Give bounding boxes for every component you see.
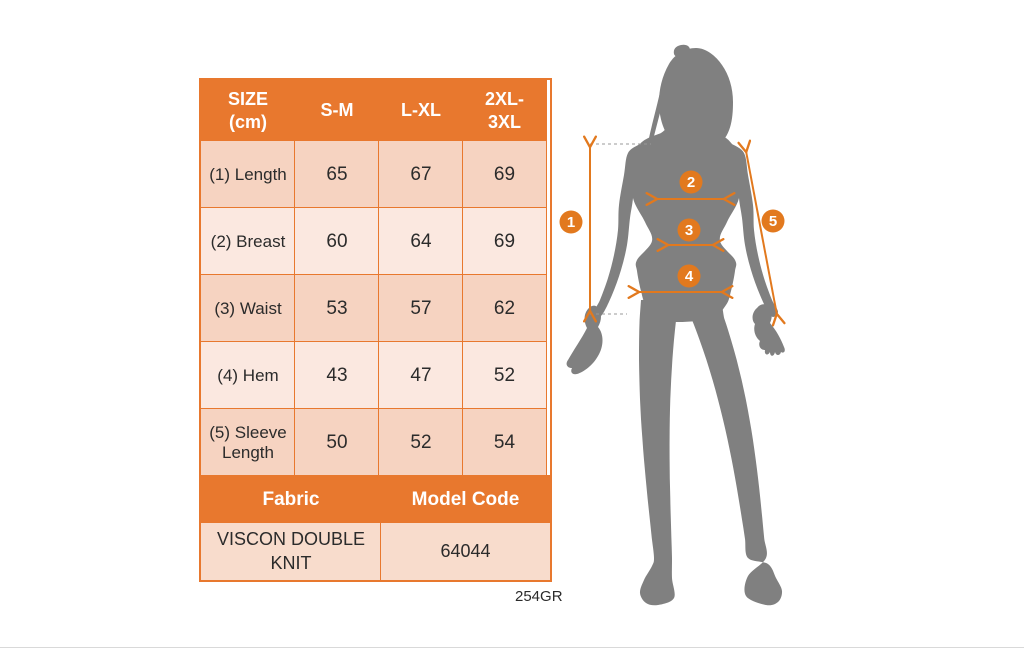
svg-text:1: 1 [567,214,575,231]
svg-text:3: 3 [685,222,693,239]
svg-text:5: 5 [769,213,777,230]
svg-text:2: 2 [687,174,695,191]
svg-text:4: 4 [685,268,694,285]
